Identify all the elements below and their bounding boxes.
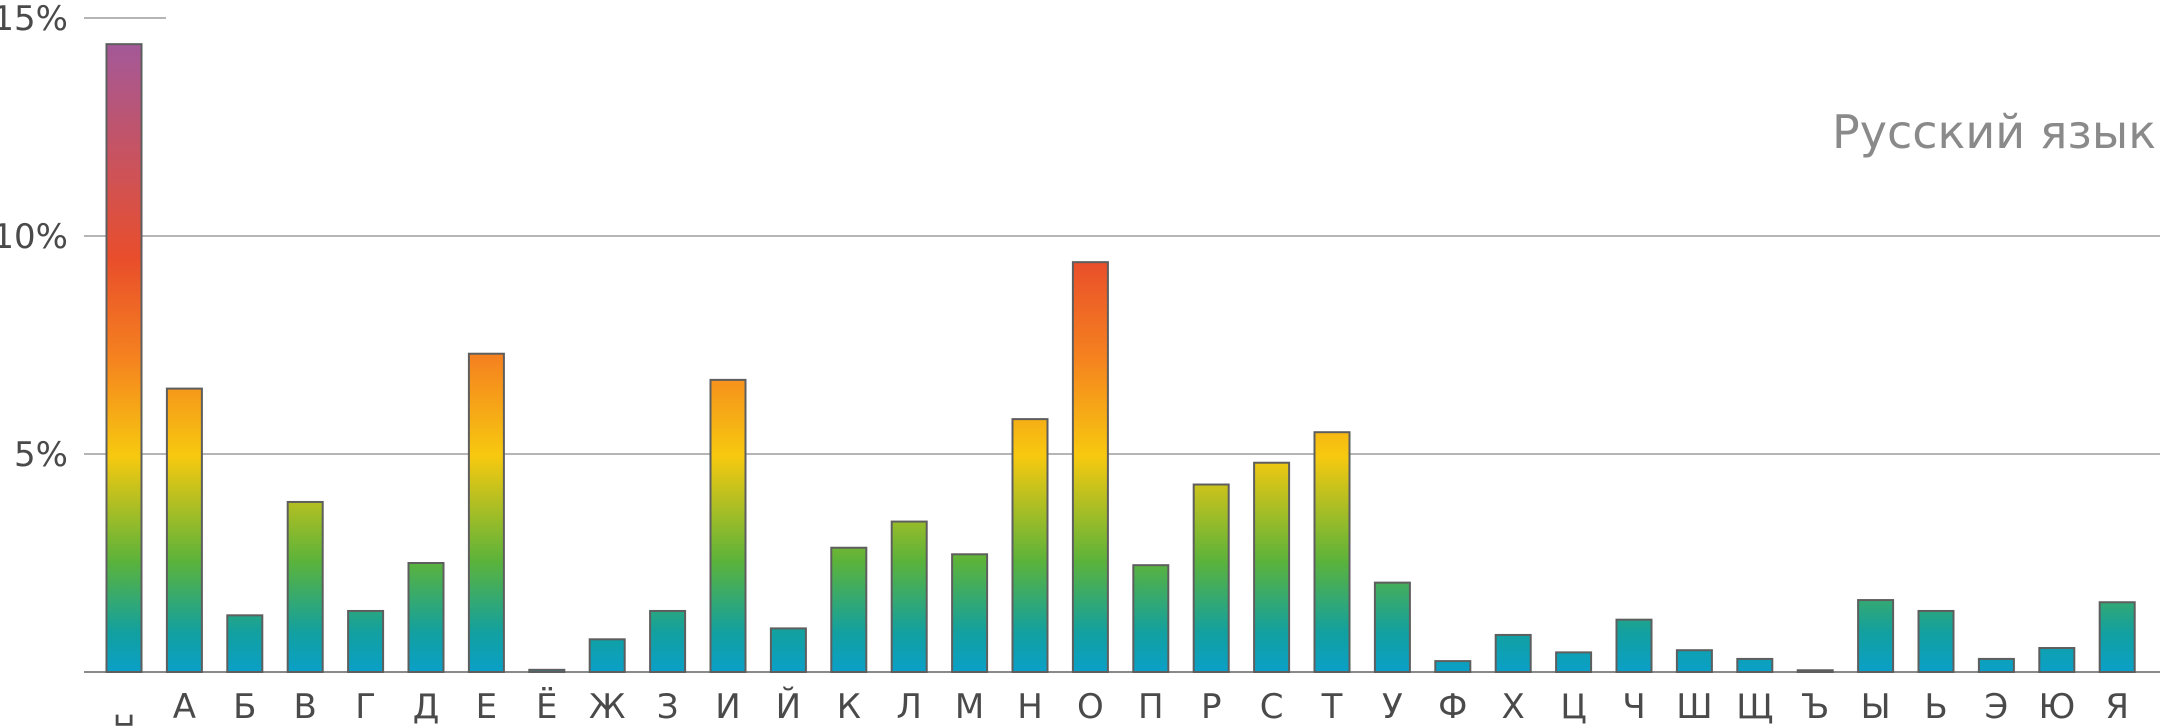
bar-29 — [1857, 599, 1895, 673]
x-category-label: Ы — [1861, 687, 1891, 727]
x-category-label: О — [1077, 687, 1104, 727]
x-category-label: Ф — [1438, 687, 1467, 727]
x-category-label: Ж — [589, 687, 626, 727]
x-category-label: Й — [776, 686, 801, 727]
bar-15 — [1011, 418, 1049, 673]
bar-26 — [1675, 649, 1713, 674]
bar-20 — [1313, 431, 1351, 674]
bar-33 — [2098, 601, 2136, 673]
bar-9 — [649, 609, 687, 674]
x-category-label: Х — [1502, 687, 1525, 727]
y-tick-label: 10% — [0, 217, 68, 257]
x-category-label: В — [294, 687, 317, 727]
bars — [105, 43, 2136, 674]
x-category-label: Л — [896, 687, 922, 727]
x-category-label: Ч — [1622, 687, 1645, 727]
x-category-label: Ю — [2038, 687, 2075, 727]
x-category-label: М — [955, 687, 984, 727]
bar-21 — [1373, 581, 1411, 673]
x-category-label: Ё — [536, 687, 557, 727]
bar-14 — [951, 553, 989, 674]
x-category-label: ␣ — [113, 687, 135, 727]
bar-30 — [1917, 609, 1955, 674]
chart-title: Русский язык — [1832, 105, 2156, 159]
bar-0 — [105, 43, 143, 674]
x-category-label: П — [1138, 687, 1164, 727]
x-category-label: К — [837, 687, 861, 727]
x-category-label: Э — [1985, 687, 2009, 727]
bar-32 — [2038, 647, 2076, 674]
x-category-label: А — [173, 687, 196, 727]
bar-28 — [1796, 669, 1834, 673]
bar-19 — [1253, 461, 1291, 673]
bar-12 — [830, 546, 868, 673]
x-category-label: Т — [1321, 687, 1343, 727]
bar-24 — [1555, 651, 1593, 674]
bar-11 — [769, 627, 807, 674]
x-category-label: Н — [1017, 687, 1043, 727]
bar-18 — [1192, 483, 1230, 673]
x-category-label: Ь — [1924, 687, 1947, 727]
bar-10 — [709, 378, 747, 673]
x-category-label: Д — [413, 687, 440, 727]
bar-13 — [890, 520, 928, 674]
bar-1 — [165, 387, 203, 673]
bar-8 — [588, 638, 626, 673]
bar-25 — [1615, 618, 1653, 673]
y-axis-ticks: 5% 10% 15% — [0, 0, 68, 475]
x-category-label: У — [1382, 687, 1403, 727]
x-category-label: З — [657, 687, 679, 727]
x-category-label: Б — [233, 687, 256, 727]
bar-3 — [286, 500, 324, 673]
x-category-label: Ъ — [1801, 687, 1829, 727]
bar-7 — [528, 668, 566, 674]
bar-2 — [226, 614, 264, 674]
x-category-label: С — [1260, 687, 1284, 727]
bar-23 — [1494, 633, 1532, 674]
bar-4 — [347, 609, 385, 674]
x-category-label: Ц — [1560, 687, 1586, 727]
y-tick-label: 15% — [0, 0, 68, 39]
bar-5 — [407, 562, 445, 673]
x-category-label: Г — [355, 687, 376, 727]
bar-27 — [1736, 657, 1774, 673]
x-axis-labels: ␣ А Б В Г Д Е Ё Ж З И Й К Л М Н О П Р С Т У Ф Х Ц Ч Ш Щ Ъ Ы Ь Э Ю Я — [113, 686, 2129, 727]
bar-31 — [1977, 657, 2015, 673]
x-category-label: Щ — [1736, 687, 1773, 727]
bar-16 — [1071, 261, 1109, 673]
x-category-label: Я — [2105, 687, 2129, 727]
bar-6 — [467, 352, 505, 673]
y-tick-label: 5% — [14, 435, 68, 475]
x-category-label: Ш — [1676, 687, 1712, 727]
bar-17 — [1132, 564, 1170, 673]
x-category-label: И — [715, 687, 740, 727]
x-category-label: Е — [476, 687, 497, 727]
bar-22 — [1434, 660, 1472, 673]
x-category-label: Р — [1201, 687, 1222, 727]
